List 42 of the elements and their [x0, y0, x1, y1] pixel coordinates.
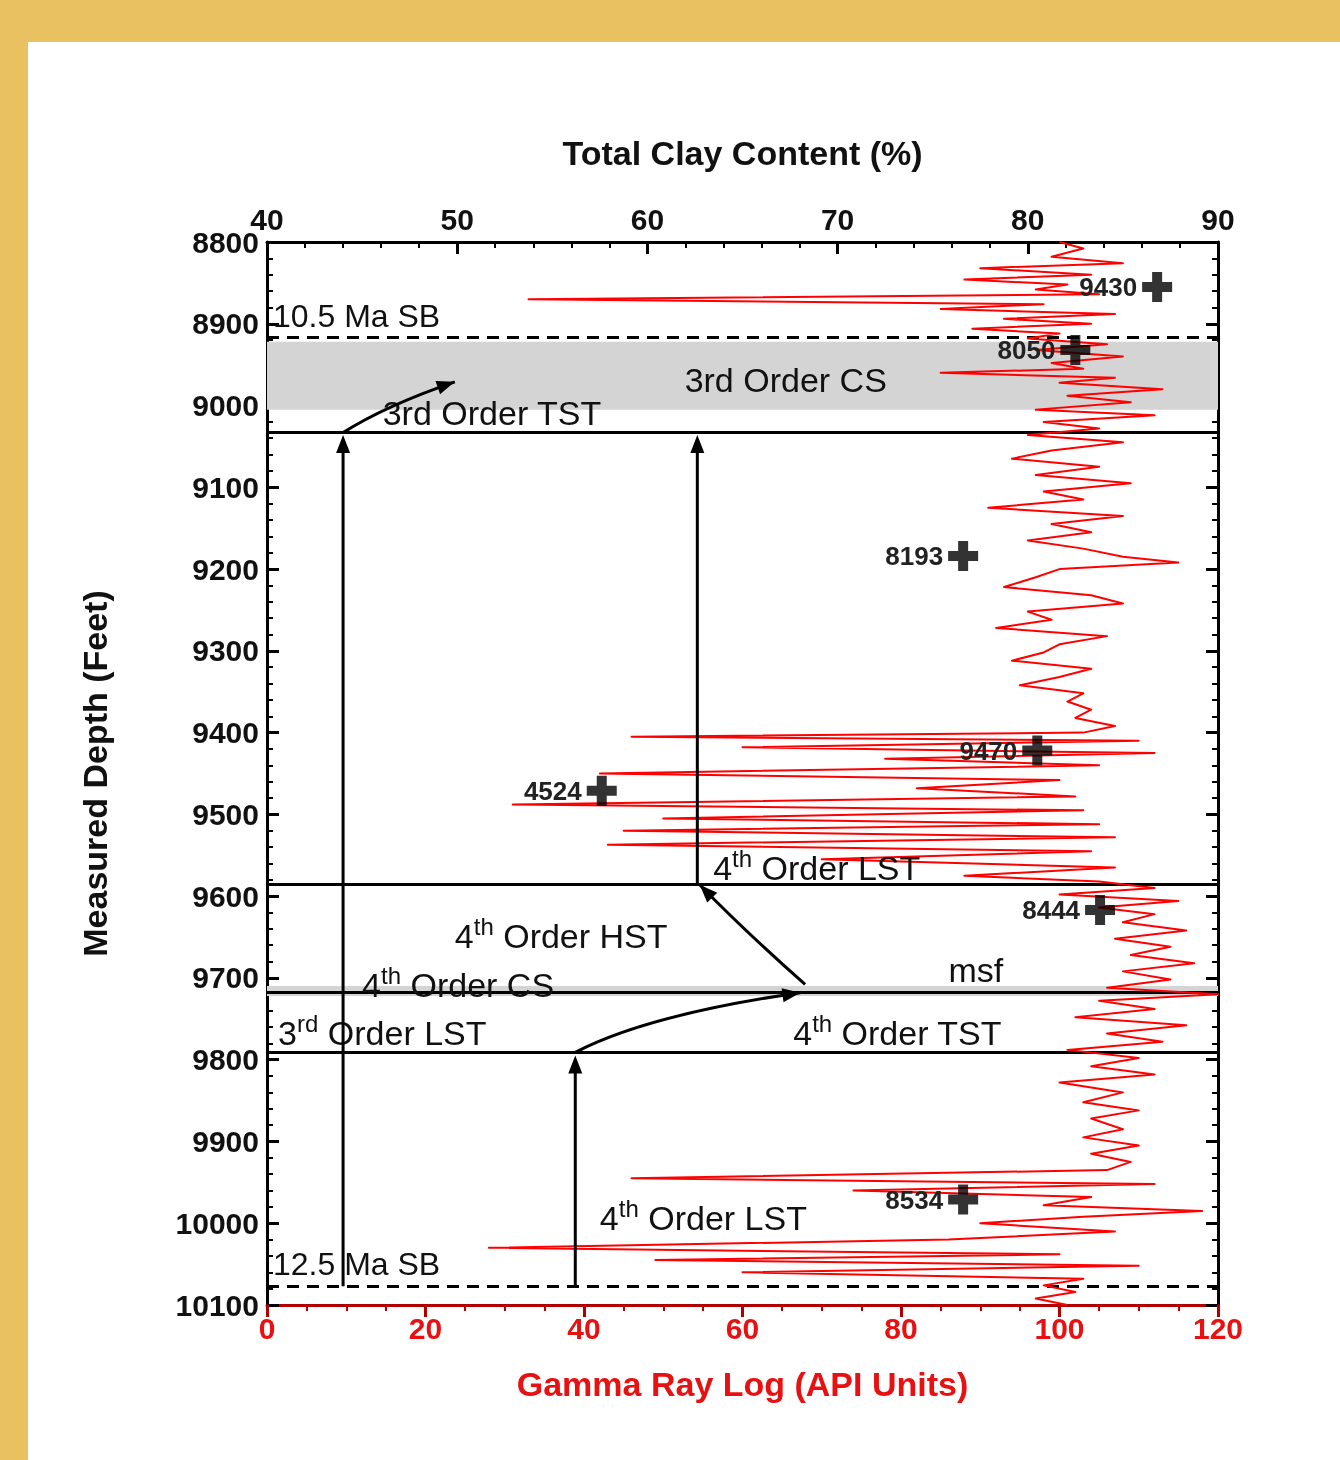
x2-tick-label: 70 — [820, 202, 855, 236]
annotation: 4$^{th}$ Order LST — [599, 1194, 807, 1237]
x-tick-label: 80 — [884, 1311, 918, 1345]
x-tick-label: 120 — [1192, 1311, 1244, 1345]
x2-tick-label: 80 — [1011, 202, 1045, 236]
annotation: msf — [948, 951, 1004, 990]
annotation: 4$^{th}$ Order HST — [454, 912, 668, 955]
x2-tick-label: 90 — [1201, 202, 1235, 236]
x-tick-label: 60 — [725, 1311, 760, 1345]
annotation: 3rd Order TST — [382, 394, 602, 433]
annotation: 8444 — [1022, 895, 1081, 926]
y-tick-label: 9500 — [192, 797, 259, 831]
annotation: 8050 — [997, 334, 1056, 365]
annotation: 8193 — [885, 540, 944, 571]
x-tick-label: 40 — [567, 1311, 601, 1345]
y-tick-label: 10100 — [175, 1288, 259, 1322]
x2-tick-label: 50 — [440, 202, 474, 236]
y-tick-label: 8900 — [192, 307, 259, 341]
x2-tick-label: 60 — [630, 202, 665, 236]
annotation: 3rd Order CS — [684, 360, 887, 399]
x-tick-label: 100 — [1034, 1311, 1085, 1345]
ref-line-label: 12.5 Ma SB — [273, 1246, 441, 1283]
annotation: 8534 — [885, 1184, 944, 1215]
y-axis-title: Measured Depth (Feet) — [76, 590, 114, 957]
y-tick-label: 9300 — [192, 634, 259, 668]
x-tick-label: 20 — [408, 1311, 443, 1345]
y-tick-label: 9200 — [192, 552, 259, 586]
y-tick-label: 9600 — [192, 879, 259, 913]
x2-axis-title: Total Clay Content (%) — [562, 134, 923, 172]
annotation: 4$^{th}$ Order TST — [793, 1009, 1002, 1052]
y-tick-label: 9900 — [192, 1124, 259, 1158]
ref-line-label: 10.5 Ma SB — [273, 297, 441, 334]
y-tick-label: 10000 — [175, 1206, 259, 1240]
annotation: 9430 — [1079, 271, 1138, 302]
y-tick-label: 9000 — [192, 389, 259, 423]
annotation: 4524 — [523, 775, 583, 806]
y-tick-label: 9400 — [192, 716, 259, 750]
y-tick-label: 9800 — [192, 1043, 259, 1077]
x-tick-label: 0 — [258, 1311, 276, 1345]
y-tick-label: 9700 — [192, 961, 259, 995]
y-tick-label: 9100 — [192, 470, 259, 504]
x-axis-title: Gamma Ray Log (API Units) — [516, 1365, 969, 1403]
